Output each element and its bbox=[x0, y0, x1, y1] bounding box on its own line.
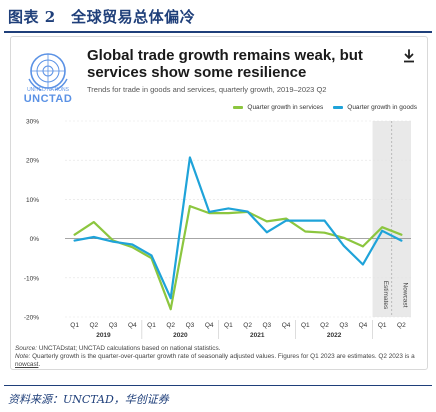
x-tick-label: Q1 bbox=[147, 322, 156, 329]
x-tick-label: Q2 bbox=[320, 322, 329, 329]
services-point bbox=[381, 226, 384, 229]
services-point bbox=[131, 246, 134, 249]
x-tick-label: Q1 bbox=[301, 322, 310, 329]
x-tick-label: Q2 bbox=[166, 322, 175, 329]
goods-point bbox=[362, 263, 364, 266]
source-text: UNCTADstat; UNCTAD calculations based on… bbox=[38, 345, 221, 352]
note-text: Quarterly growth is the quarter-over-qua… bbox=[32, 353, 415, 360]
goods-point bbox=[227, 207, 230, 210]
services-point bbox=[92, 221, 95, 224]
goods-point bbox=[323, 219, 326, 222]
y-tick-label: 10% bbox=[26, 197, 39, 204]
goods-point bbox=[73, 239, 76, 242]
goods-point bbox=[92, 236, 95, 238]
x-tick-label: Q3 bbox=[262, 322, 271, 329]
goods-point bbox=[112, 240, 114, 243]
bottom-rule bbox=[4, 385, 432, 386]
goods-point bbox=[169, 297, 172, 300]
legend-label-goods: Quarter growth in goods bbox=[347, 104, 417, 111]
goods-point bbox=[208, 211, 211, 213]
x-tick-label: Q4 bbox=[128, 322, 137, 329]
x-tick-label: Q3 bbox=[186, 322, 195, 329]
goods-point bbox=[304, 219, 307, 222]
chart-notes: Source: UNCTADstat; UNCTAD calculations … bbox=[15, 345, 419, 369]
goods-point bbox=[189, 156, 191, 159]
note-line: Note: Quarterly growth is the quarter-ov… bbox=[15, 353, 419, 369]
services-point bbox=[400, 233, 403, 236]
un-emblem-icon bbox=[28, 53, 68, 91]
goods-point bbox=[285, 219, 287, 222]
x-tick-label: Q1 bbox=[224, 322, 233, 329]
x-tick-label: Q2 bbox=[397, 322, 406, 329]
chart-subtitle: Trends for trade in goods and services, … bbox=[87, 85, 327, 94]
y-tick-label: -20% bbox=[24, 315, 39, 322]
goods-point bbox=[131, 243, 134, 246]
y-tick-label: 30% bbox=[26, 119, 39, 126]
chart-card: UNITED NATIONS UNCTAD Global trade growt… bbox=[10, 36, 428, 370]
top-rule bbox=[4, 31, 432, 33]
goods-point bbox=[265, 231, 268, 234]
services-point bbox=[169, 308, 172, 311]
x-tick-label: Q2 bbox=[243, 322, 252, 329]
services-point bbox=[285, 217, 287, 220]
services-point bbox=[265, 220, 268, 223]
figure-title: 图表 2 全球贸易总体偏冷 bbox=[8, 8, 196, 26]
legend-label-services: Quarter growth in services bbox=[247, 104, 324, 111]
services-point bbox=[73, 233, 76, 236]
y-tick-label: -10% bbox=[24, 275, 39, 282]
x-tick-label: Q4 bbox=[359, 322, 368, 329]
chart-title: Global trade growth remains weak, but se… bbox=[87, 47, 363, 81]
services-point bbox=[362, 245, 364, 248]
note-label: Note: bbox=[15, 353, 31, 360]
x-year-label: 2020 bbox=[173, 332, 188, 339]
chart-legend: Quarter growth in services Quarter growt… bbox=[233, 104, 417, 111]
legend-item-goods: Quarter growth in goods bbox=[333, 104, 417, 111]
goods-line bbox=[73, 156, 403, 300]
services-point bbox=[342, 236, 345, 239]
chart-plot-area: -20% -10% 0% 10% 20% 30% Q1 Q2 Q3 Q4 Q1 Q2 Q3 Q4 Q1 Q2 Q… bbox=[24, 119, 411, 339]
services-point bbox=[227, 212, 230, 215]
legend-item-services: Quarter growth in services bbox=[233, 104, 323, 111]
x-tick-label: Q4 bbox=[282, 322, 291, 329]
services-line bbox=[73, 205, 403, 311]
x-tick-label: Q3 bbox=[339, 322, 348, 329]
download-icon[interactable] bbox=[403, 49, 415, 63]
x-tick-label: Q3 bbox=[109, 322, 118, 329]
goods-point bbox=[381, 229, 384, 232]
x-tick-label: Q1 bbox=[70, 322, 79, 329]
source-line: Source: UNCTADstat; UNCTAD calculations … bbox=[15, 345, 419, 353]
x-year-label: 2021 bbox=[250, 332, 265, 339]
x-tick-label: Q2 bbox=[89, 322, 98, 329]
y-tick-label: 0% bbox=[30, 236, 40, 243]
logo-wordmark: UNCTAD bbox=[23, 93, 73, 105]
x-year-label: 2019 bbox=[96, 332, 111, 339]
services-point bbox=[304, 230, 307, 233]
estimate-label: Estimates bbox=[382, 281, 389, 310]
goods-point bbox=[150, 254, 153, 257]
x-tick-label: Q4 bbox=[205, 322, 214, 329]
goods-point bbox=[400, 239, 403, 242]
legend-swatch-services bbox=[233, 106, 244, 109]
goods-point bbox=[342, 244, 345, 247]
source-label: Source: bbox=[15, 345, 38, 352]
services-point bbox=[323, 231, 326, 234]
logo-caption: UNITED NATIONS bbox=[27, 87, 69, 93]
x-tick-label: Q1 bbox=[378, 322, 387, 329]
source-note: 资料来源：UNCTAD，华创证券 bbox=[8, 393, 169, 406]
y-tick-label: 20% bbox=[26, 158, 39, 165]
goods-point bbox=[246, 210, 249, 213]
legend-swatch-goods bbox=[333, 106, 344, 109]
x-year-label: 2022 bbox=[327, 332, 342, 339]
services-point bbox=[189, 205, 191, 207]
estimate-label: Nowcast bbox=[401, 283, 408, 308]
note-period: . bbox=[38, 361, 41, 368]
nowcast-link[interactable]: nowcast bbox=[15, 361, 39, 368]
